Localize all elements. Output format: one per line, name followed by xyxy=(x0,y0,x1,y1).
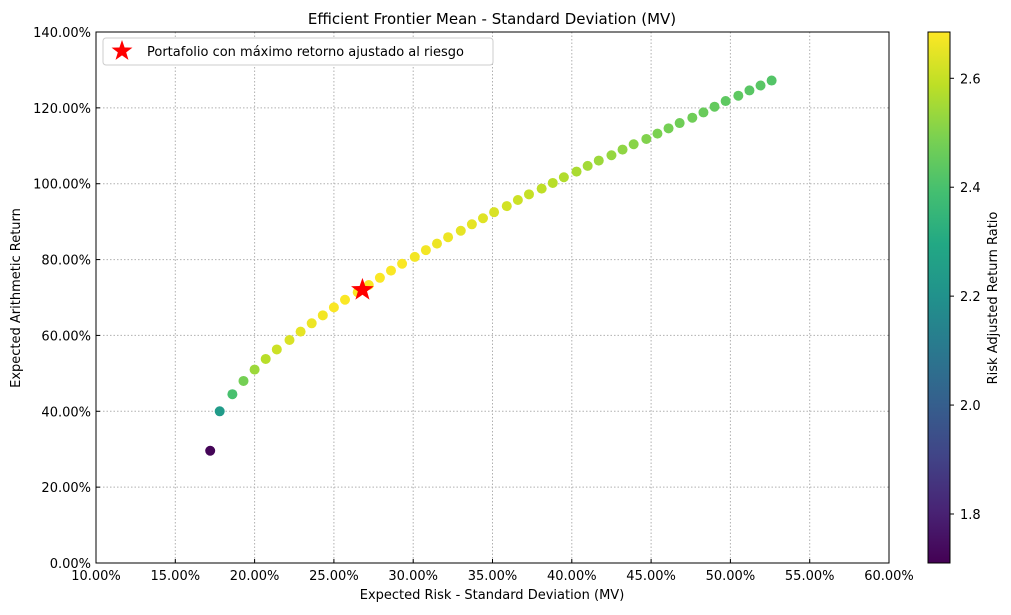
y-tick-label: 0.00% xyxy=(50,557,91,572)
colorbar: 1.8 2.0 2.2 2.4 2.6 xyxy=(927,31,981,564)
data-point xyxy=(340,294,351,305)
data-point xyxy=(295,326,306,337)
data-point xyxy=(766,75,777,86)
data-point xyxy=(205,445,216,456)
colorbar-tick-label: 2.4 xyxy=(960,181,981,196)
data-point xyxy=(617,144,628,155)
colorbar-label: Risk Adjusted Return Ratio xyxy=(986,212,1001,385)
data-point xyxy=(571,166,582,177)
data-point xyxy=(755,80,766,91)
data-point xyxy=(558,172,569,183)
y-axis: 0.00% 20.00% 40.00% 60.00% 80.00% 100.00% 120.… xyxy=(33,26,100,572)
plot-frame xyxy=(95,31,890,564)
colorbar-tick-label: 1.8 xyxy=(960,508,981,523)
data-point xyxy=(466,219,477,230)
colorbar-gradient xyxy=(927,31,951,564)
y-tick-label: 60.00% xyxy=(41,329,91,344)
legend: Portafolio con máximo retorno ajustado a… xyxy=(102,37,494,66)
y-tick-label: 120.00% xyxy=(33,102,91,117)
data-point xyxy=(420,245,431,256)
data-point xyxy=(409,251,420,262)
data-point xyxy=(641,133,652,144)
data-point xyxy=(397,258,408,269)
data-point xyxy=(227,389,238,400)
data-point xyxy=(523,189,534,200)
data-point xyxy=(477,213,488,224)
x-tick-label: 50.00% xyxy=(706,569,756,584)
data-point xyxy=(652,128,663,139)
data-point xyxy=(260,353,271,364)
chart-title: Efficient Frontier Mean - Standard Devia… xyxy=(308,10,676,28)
data-point xyxy=(674,118,685,129)
y-axis-label: Expected Arithmetic Return xyxy=(9,208,24,388)
data-point xyxy=(501,201,512,212)
data-point xyxy=(284,334,295,345)
data-point xyxy=(698,107,709,118)
data-point xyxy=(733,90,744,101)
x-tick-label: 10.00% xyxy=(71,569,121,584)
data-point xyxy=(238,375,249,386)
data-point xyxy=(547,177,558,188)
legend-label: Portafolio con máximo retorno ajustado a… xyxy=(147,45,464,60)
y-tick-label: 140.00% xyxy=(33,26,91,41)
x-tick-label: 25.00% xyxy=(309,569,359,584)
y-tick-label: 40.00% xyxy=(41,405,91,420)
y-tick-label: 100.00% xyxy=(33,178,91,193)
grid xyxy=(95,31,890,564)
data-point xyxy=(628,139,639,150)
x-axis: 10.00% 15.00% 20.00% 25.00% 30.00% 35.00% 40.0… xyxy=(71,559,914,584)
colorbar-tick-label: 2.2 xyxy=(960,290,981,305)
data-point xyxy=(431,238,442,249)
x-tick-label: 30.00% xyxy=(388,569,438,584)
data-point xyxy=(249,364,260,375)
data-point xyxy=(709,101,720,112)
data-points xyxy=(205,75,777,456)
data-point xyxy=(744,85,755,96)
data-point xyxy=(385,265,396,276)
data-point xyxy=(687,112,698,123)
data-point xyxy=(374,272,385,283)
x-tick-label: 60.00% xyxy=(864,569,914,584)
data-point xyxy=(489,207,500,218)
colorbar-tick-label: 2.6 xyxy=(960,72,981,87)
data-point xyxy=(455,225,466,236)
data-point xyxy=(582,160,593,171)
data-point xyxy=(317,310,328,321)
legend-box xyxy=(102,37,494,66)
x-tick-label: 45.00% xyxy=(626,569,676,584)
y-tick-label: 80.00% xyxy=(41,254,91,269)
data-point xyxy=(720,96,731,107)
data-point xyxy=(306,318,317,329)
data-point xyxy=(663,123,674,134)
data-point xyxy=(443,232,454,243)
data-point xyxy=(593,155,604,166)
legend-star-icon xyxy=(111,40,133,60)
x-axis-label: Expected Risk - Standard Deviation (MV) xyxy=(360,588,625,603)
data-point xyxy=(536,183,547,194)
data-point xyxy=(328,302,339,313)
x-tick-label: 55.00% xyxy=(785,569,835,584)
data-point xyxy=(271,344,282,355)
max-return-star xyxy=(351,277,374,300)
x-tick-label: 15.00% xyxy=(151,569,201,584)
x-tick-label: 35.00% xyxy=(468,569,518,584)
data-point xyxy=(512,195,523,206)
highlight-marker xyxy=(351,277,374,300)
data-point xyxy=(606,150,617,161)
x-tick-label: 40.00% xyxy=(547,569,597,584)
x-tick-label: 20.00% xyxy=(230,569,280,584)
colorbar-tick-label: 2.0 xyxy=(960,399,981,414)
y-tick-label: 20.00% xyxy=(41,481,91,496)
data-point xyxy=(214,406,225,417)
